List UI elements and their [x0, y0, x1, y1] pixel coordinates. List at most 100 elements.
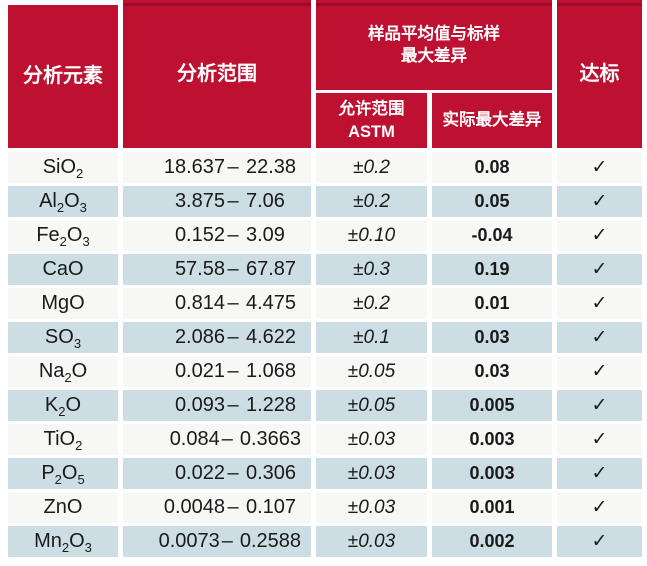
- header-pass-label: 达标: [579, 62, 620, 85]
- header-diff-subrow: 允许范围 ASTM 实际最大差异: [316, 93, 552, 148]
- element-cell: K2O: [8, 390, 118, 421]
- element-formula: Al2O3: [39, 190, 87, 215]
- pass-check-icon: ✓: [591, 531, 608, 552]
- actual-diff-cell: -0.04: [432, 220, 552, 251]
- range-min: 0.021: [174, 360, 225, 382]
- range-cell: 0.0048 – 0.107: [123, 492, 311, 523]
- astm-cell: ±0.03: [316, 424, 427, 455]
- range-cell: 0.814 – 4.475: [123, 288, 311, 319]
- element-cell: SiO2: [8, 152, 118, 183]
- range-min: 0.152: [174, 224, 225, 246]
- pass-check-icon: ✓: [591, 361, 608, 382]
- range-separator: –: [227, 360, 239, 382]
- element-formula: Mn2O3: [34, 530, 92, 555]
- astm-tolerance: ±0.2: [353, 190, 390, 212]
- range-max: 22.38: [246, 156, 297, 178]
- actual-max-diff: 0.08: [474, 157, 510, 177]
- element-formula: P2O5: [41, 462, 85, 487]
- pass-cell: ✓: [557, 322, 642, 353]
- actual-diff-cell: 0.19: [432, 254, 552, 285]
- actual-diff-cell: 0.002: [432, 526, 552, 557]
- astm-tolerance: ±0.03: [347, 462, 396, 484]
- pass-cell: ✓: [557, 186, 642, 217]
- element-cell: ZnO: [8, 492, 118, 523]
- actual-max-diff: 0.003: [469, 463, 515, 483]
- range-separator: –: [227, 156, 239, 178]
- pass-cell: ✓: [557, 458, 642, 489]
- actual-max-diff: 0.002: [469, 531, 515, 551]
- table-row: SO3 2.086 – 4.622 ±0.1 0.03 ✓: [8, 322, 642, 353]
- range-separator: –: [227, 496, 239, 518]
- actual-diff-cell: 0.001: [432, 492, 552, 523]
- range-cell: 3.875 – 7.06: [123, 186, 311, 217]
- pass-check-icon: ✓: [591, 395, 608, 416]
- astm-tolerance: ±0.10: [347, 224, 396, 246]
- astm-cell: ±0.05: [316, 390, 427, 421]
- header-astm-column: 允许范围 ASTM: [316, 93, 427, 148]
- range-cell: 0.152 – 3.09: [123, 220, 311, 251]
- element-formula: CaO: [42, 258, 84, 280]
- astm-cell: ±0.03: [316, 458, 427, 489]
- pass-cell: ✓: [557, 424, 642, 455]
- range-min: 3.875: [174, 190, 225, 212]
- astm-tolerance: ±0.2: [353, 292, 390, 314]
- astm-tolerance: ±0.1: [353, 326, 390, 348]
- header-pass-column: 达标: [557, 0, 642, 148]
- astm-tolerance: ±0.05: [347, 360, 396, 382]
- element-cell: CaO: [8, 254, 118, 285]
- astm-cell: ±0.2: [316, 186, 427, 217]
- astm-cell: ±0.1: [316, 322, 427, 353]
- element-cell: P2O5: [8, 458, 118, 489]
- table-row: SiO2 18.637 – 22.38 ±0.2 0.08 ✓: [8, 152, 642, 183]
- element-cell: SO3: [8, 322, 118, 353]
- table-row: Fe2O3 0.152 – 3.09 ±0.10 -0.04 ✓: [8, 220, 642, 251]
- range-cell: 0.021 – 1.068: [123, 356, 311, 387]
- pass-check-icon: ✓: [591, 327, 608, 348]
- range-max: 0.107: [246, 496, 297, 518]
- range-separator: –: [227, 224, 239, 246]
- pass-check-icon: ✓: [591, 225, 608, 246]
- astm-tolerance: ±0.3: [353, 258, 390, 280]
- range-max: 4.622: [246, 326, 297, 348]
- pass-check-icon: ✓: [591, 463, 608, 484]
- actual-max-diff: 0.005: [469, 395, 515, 415]
- actual-max-diff: 0.03: [474, 327, 510, 347]
- table-row: Mn2O3 0.0073 – 0.2588 ±0.03 0.002 ✓: [8, 526, 642, 557]
- table-header: 分析元素 分析范围 样品平均值与标样 最大差异 允许范围 ASTM 实际最大差异…: [8, 0, 642, 148]
- header-actual-diff-label: 实际最大差异: [442, 111, 542, 130]
- element-formula: K2O: [44, 394, 82, 419]
- range-max: 1.068: [246, 360, 297, 382]
- range-separator: –: [221, 530, 233, 552]
- table-row: Na2O 0.021 – 1.068 ±0.05 0.03 ✓: [8, 356, 642, 387]
- element-cell: MgO: [8, 288, 118, 319]
- table-row: CaO 57.58 – 67.87 ±0.3 0.19 ✓: [8, 254, 642, 285]
- element-formula: SO3: [44, 326, 82, 351]
- element-cell: Na2O: [8, 356, 118, 387]
- actual-max-diff: 0.19: [474, 259, 510, 279]
- range-cell: 57.58 – 67.87: [123, 254, 311, 285]
- header-element-column: 分析元素: [8, 5, 118, 148]
- actual-max-diff: 0.05: [474, 191, 510, 211]
- header-diff-group-line1: 样品平均值与标样: [368, 24, 500, 43]
- pass-cell: ✓: [557, 390, 642, 421]
- pass-cell: ✓: [557, 356, 642, 387]
- actual-max-diff: 0.003: [469, 429, 515, 449]
- range-max: 0.2588: [239, 530, 301, 552]
- element-formula: Na2O: [38, 360, 88, 385]
- pass-cell: ✓: [557, 288, 642, 319]
- astm-tolerance: ±0.03: [347, 496, 396, 518]
- pass-check-icon: ✓: [591, 429, 608, 450]
- range-cell: 0.093 – 1.228: [123, 390, 311, 421]
- range-max: 0.3663: [239, 428, 301, 450]
- range-min: 57.58: [174, 258, 225, 280]
- actual-diff-cell: 0.003: [432, 458, 552, 489]
- pass-check-icon: ✓: [591, 497, 608, 518]
- range-separator: –: [227, 326, 239, 348]
- astm-tolerance: ±0.05: [347, 394, 396, 416]
- astm-cell: ±0.2: [316, 288, 427, 319]
- astm-cell: ±0.03: [316, 492, 427, 523]
- header-astm-line1: 允许范围: [338, 100, 405, 119]
- header-actual-diff-column: 实际最大差异: [432, 93, 552, 148]
- range-separator: –: [227, 462, 239, 484]
- range-min: 0.093: [174, 394, 225, 416]
